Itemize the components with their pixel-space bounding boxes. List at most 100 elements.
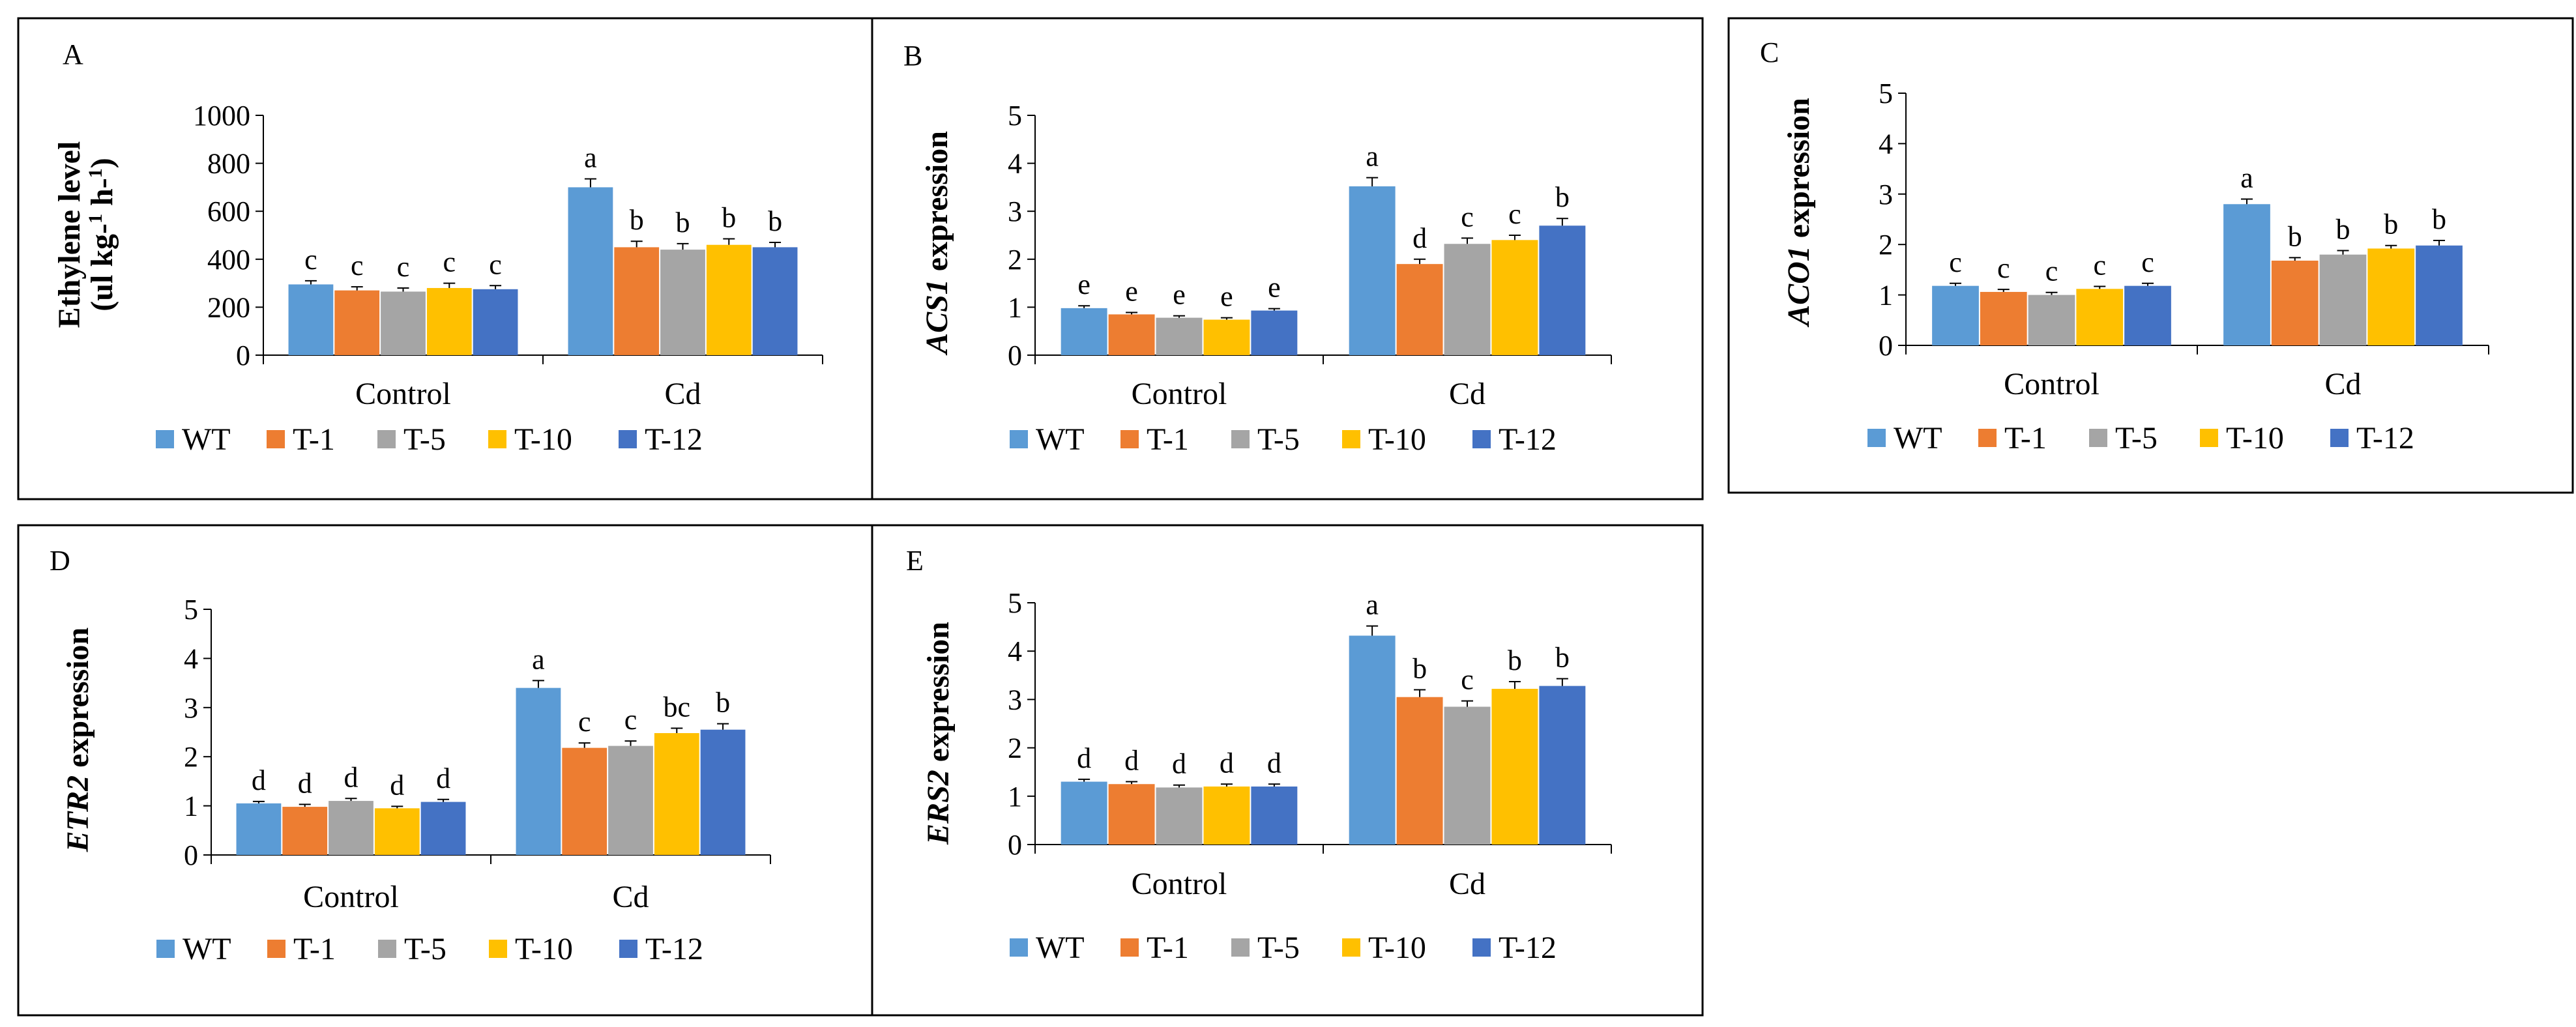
y-tick-label: 5	[1008, 587, 1022, 619]
bar-t-10-cd	[1491, 689, 1538, 845]
legend-t-12-label: T-12	[645, 422, 703, 457]
significance-letter: c	[1461, 664, 1474, 696]
significance-letter: e	[1173, 279, 1186, 311]
category-label-control: Control	[355, 377, 451, 411]
bar-t-12-control	[1251, 786, 1298, 845]
y-tick-label: 400	[207, 244, 250, 276]
significance-letter: c	[2141, 246, 2154, 278]
legend-t-12-label: T-12	[1499, 422, 1557, 457]
y-axis-title: Ethylene level(ul kg-1 h-1)	[52, 141, 119, 328]
bar-t-1-cd	[614, 247, 660, 355]
y-tick-label: 2	[1008, 244, 1022, 276]
legend-t-10-swatch	[489, 940, 507, 958]
significance-letter: d	[298, 767, 312, 799]
y-axis-title-line1: Ethylene level	[52, 141, 87, 328]
bar-wt-control	[1061, 781, 1107, 845]
significance-letter: b	[2432, 203, 2446, 235]
category-label-cd: Cd	[612, 880, 649, 914]
legend-t-10-swatch	[488, 430, 506, 448]
panel-frame	[871, 524, 1704, 1017]
y-tick-label: 600	[207, 195, 250, 227]
legend-t-1-swatch	[1120, 430, 1139, 448]
y-tick-label: 2	[184, 741, 198, 773]
bar-t-12-cd	[1539, 686, 1586, 845]
significance-letter: e	[1268, 272, 1281, 304]
legend-t-12-label: T-12	[2356, 421, 2414, 456]
legend-t-5-swatch	[2089, 429, 2107, 447]
legend-t-10-label: T-10	[514, 422, 572, 457]
significance-letter: b	[2384, 209, 2398, 240]
y-tick-label: 2	[1879, 229, 1893, 261]
significance-letter: c	[2093, 249, 2106, 281]
legend-t-1-swatch	[1978, 429, 1997, 447]
legend-t-10-label: T-10	[1368, 931, 1426, 965]
significance-letter: bc	[664, 691, 691, 723]
bar-t-10-control	[426, 287, 472, 355]
legend-t-12-swatch	[1472, 430, 1491, 448]
legend-t-1-swatch	[1120, 938, 1139, 957]
y-tick-label: 3	[1008, 195, 1022, 227]
bar-wt-cd	[568, 187, 613, 355]
legend-wt-label: WT	[182, 422, 231, 457]
significance-letter: c	[1997, 252, 2010, 284]
y-tick-label: 3	[1008, 684, 1022, 716]
significance-letter: c	[1949, 246, 1962, 278]
legend-wt-label: WT	[1036, 422, 1085, 457]
legend-wt-swatch	[1010, 938, 1028, 957]
significance-letter: c	[304, 244, 317, 276]
y-tick-label: 0	[184, 839, 198, 871]
significance-letter: a	[2240, 162, 2253, 194]
bar-t-12-cd	[752, 247, 798, 355]
category-label-control: Control	[303, 880, 399, 914]
y-tick-label: 4	[184, 643, 198, 674]
significance-letter: d	[1172, 748, 1186, 780]
panel-label: B	[903, 40, 922, 72]
y-tick-label: 0	[236, 340, 250, 371]
legend-t-5-label: T-5	[403, 422, 446, 457]
legend-t-5-swatch	[378, 940, 396, 958]
bar-t-5-cd	[608, 745, 653, 855]
significance-letter: e	[1125, 275, 1138, 307]
significance-letter: c	[2045, 255, 2058, 287]
significance-letter: a	[1366, 141, 1379, 173]
panel-label: D	[50, 545, 70, 577]
category-label-control: Control	[2004, 367, 2100, 401]
y-tick-label: 4	[1008, 148, 1022, 180]
bar-t-1-cd	[2271, 260, 2319, 345]
y-tick-label: 5	[1879, 78, 1893, 109]
bar-wt-cd	[2223, 204, 2270, 345]
legend-t-1-label: T-1	[1147, 931, 1189, 965]
significance-letter: d	[390, 769, 404, 801]
significance-letter: b	[676, 207, 690, 239]
legend-t-5-swatch	[1231, 430, 1250, 448]
significance-letter: d	[344, 761, 359, 793]
legend-t-5-label: T-5	[404, 932, 446, 966]
legend-t-10-swatch	[2200, 429, 2218, 447]
significance-letter: c	[351, 250, 364, 282]
significance-letter: c	[397, 251, 410, 283]
significance-letter: d	[1220, 747, 1234, 779]
bar-t-12-cd	[2416, 245, 2463, 345]
y-tick-label: 1000	[193, 100, 250, 132]
significance-letter: b	[2288, 220, 2302, 252]
panel-frame	[871, 17, 1704, 500]
bar-t-1-cd	[1396, 264, 1443, 355]
panel-d: D 0 1 2 3 4 5 Control Cd d a d c d c d bc d b ETR2 expressi…	[17, 524, 873, 1017]
bar-t-1-control	[1980, 291, 2027, 345]
bar-t-1-control	[282, 807, 328, 855]
bar-t-10-control	[374, 808, 420, 855]
bar-t-10-cd	[2367, 248, 2415, 345]
y-axis-title: ACS1 expression	[920, 131, 954, 356]
legend-t-5-swatch	[377, 430, 396, 448]
bar-t-10-control	[1203, 319, 1250, 355]
bar-t-10-cd	[1491, 240, 1538, 355]
significance-letter: b	[1412, 653, 1427, 685]
legend-t-12-swatch	[619, 940, 637, 958]
y-tick-label: 2	[1008, 732, 1022, 764]
y-axis-title: ERS2 expression	[921, 622, 956, 845]
bar-t-5-cd	[2319, 254, 2367, 345]
significance-letter: e	[1220, 281, 1233, 313]
legend-t-10-label: T-10	[2226, 421, 2284, 456]
bar-t-5-control	[1156, 317, 1203, 355]
